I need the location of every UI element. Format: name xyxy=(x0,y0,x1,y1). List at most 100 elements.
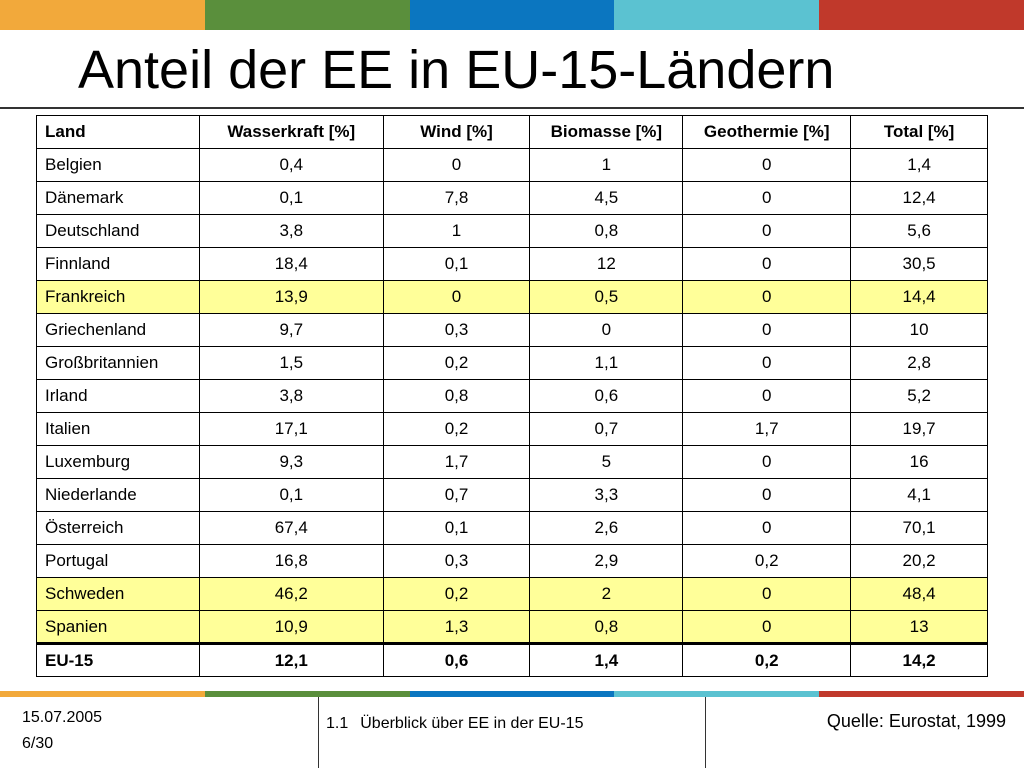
table-row: Griechenland 9,7 0,3 0 0 10 xyxy=(36,313,988,347)
color-bar-segment xyxy=(204,691,410,697)
cell-land: Portugal xyxy=(36,544,200,578)
cell-biomasse: 2 xyxy=(529,577,684,611)
cell-land: Schweden xyxy=(36,577,200,611)
column-header: Geothermie [%] xyxy=(682,115,852,149)
footer-section: 1.1 Überblick über EE in der EU-15 xyxy=(326,715,583,733)
color-bar-segment xyxy=(204,0,410,30)
cell-wasserkraft: 16,8 xyxy=(198,544,384,578)
cell-total: 5,2 xyxy=(850,379,988,413)
cell-geothermie: 0 xyxy=(682,214,852,248)
cell-land: Luxemburg xyxy=(36,445,200,479)
cell-wind: 0 xyxy=(382,148,531,182)
cell-total: 5,6 xyxy=(850,214,988,248)
cell-biomasse: 0 xyxy=(529,313,684,347)
footer-divider xyxy=(318,697,319,768)
cell-wasserkraft: 3,8 xyxy=(198,379,384,413)
footer-date: 15.07.2005 xyxy=(22,709,103,726)
cell-wind: 7,8 xyxy=(382,181,531,215)
cell-geothermie: 0 xyxy=(682,313,852,347)
cell-land: Österreich xyxy=(36,511,200,545)
cell-biomasse: 0,7 xyxy=(529,412,684,446)
cell-wind: 0,6 xyxy=(382,642,531,677)
table-row: Dänemark 0,1 7,8 4,5 0 12,4 xyxy=(36,181,988,215)
table-row: Frankreich 13,9 0 0,5 0 14,4 xyxy=(36,280,988,314)
cell-biomasse: 2,6 xyxy=(529,511,684,545)
cell-geothermie: 0 xyxy=(682,280,852,314)
cell-biomasse: 1,1 xyxy=(529,346,684,380)
color-bar-segment xyxy=(0,691,205,697)
cell-wasserkraft: 1,5 xyxy=(198,346,384,380)
cell-biomasse: 0,8 xyxy=(529,214,684,248)
cell-wasserkraft: 3,8 xyxy=(198,214,384,248)
footer-section-title: Überblick über EE in der EU-15 xyxy=(360,715,584,732)
cell-wind: 0,3 xyxy=(382,313,531,347)
table-row: Großbritannien 1,5 0,2 1,1 0 2,8 xyxy=(36,346,988,380)
cell-biomasse: 3,3 xyxy=(529,478,684,512)
cell-land: Großbritannien xyxy=(36,346,200,380)
table-row: Finnland 18,4 0,1 12 0 30,5 xyxy=(36,247,988,281)
cell-total: 12,4 xyxy=(850,181,988,215)
cell-wind: 0,3 xyxy=(382,544,531,578)
cell-land: Finnland xyxy=(36,247,200,281)
cell-wind: 0,2 xyxy=(382,577,531,611)
footer-page-number: 6/30 xyxy=(22,735,54,752)
cell-wasserkraft: 0,4 xyxy=(198,148,384,182)
color-bar-segment xyxy=(614,0,820,30)
column-header: Biomasse [%] xyxy=(529,115,684,149)
cell-biomasse: 1,4 xyxy=(529,642,684,677)
table-row: Belgien 0,4 0 1 0 1,4 xyxy=(36,148,988,182)
column-header: Total [%] xyxy=(850,115,988,149)
cell-wasserkraft: 9,7 xyxy=(198,313,384,347)
cell-wasserkraft: 10,9 xyxy=(198,610,384,644)
cell-geothermie: 0 xyxy=(682,610,852,644)
slide-footer: 15.07.2005 6/30 1.1 Überblick über EE in … xyxy=(0,697,1024,768)
cell-biomasse: 5 xyxy=(529,445,684,479)
cell-total: 1,4 xyxy=(850,148,988,182)
cell-geothermie: 0 xyxy=(682,577,852,611)
footer-source: Quelle: Eurostat, 1999 xyxy=(826,711,1006,731)
color-bar-segment xyxy=(614,691,820,697)
table-row: Irland 3,8 0,8 0,6 0 5,2 xyxy=(36,379,988,413)
cell-geothermie: 0,2 xyxy=(682,642,852,677)
cell-total: 2,8 xyxy=(850,346,988,380)
table-row: Niederlande 0,1 0,7 3,3 0 4,1 xyxy=(36,478,988,512)
cell-land: Spanien xyxy=(36,610,200,644)
cell-wasserkraft: 18,4 xyxy=(198,247,384,281)
cell-geothermie: 0 xyxy=(682,379,852,413)
column-header: Wind [%] xyxy=(382,115,531,149)
cell-wasserkraft: 46,2 xyxy=(198,577,384,611)
cell-wasserkraft: 0,1 xyxy=(198,181,384,215)
cell-wind: 0,7 xyxy=(382,478,531,512)
cell-geothermie: 0 xyxy=(682,181,852,215)
cell-geothermie: 1,7 xyxy=(682,412,852,446)
cell-total: 14,4 xyxy=(850,280,988,314)
table-row: Portugal 16,8 0,3 2,9 0,2 20,2 xyxy=(36,544,988,578)
cell-total: 19,7 xyxy=(850,412,988,446)
bottom-color-bar xyxy=(0,691,1024,697)
table-row: Spanien 10,9 1,3 0,8 0 13 xyxy=(36,610,988,644)
color-bar-segment xyxy=(409,691,615,697)
cell-total: 20,2 xyxy=(850,544,988,578)
cell-total: 4,1 xyxy=(850,478,988,512)
cell-wind: 0,2 xyxy=(382,346,531,380)
table-total-row: EU-15 12,1 0,6 1,4 0,2 14,2 xyxy=(36,642,988,677)
renewables-table: Land Wasserkraft [%] Wind [%] Biomasse [… xyxy=(36,115,988,677)
table-row: Schweden 46,2 0,2 2 0 48,4 xyxy=(36,577,988,611)
table-row: Italien 17,1 0,2 0,7 1,7 19,7 xyxy=(36,412,988,446)
cell-geothermie: 0 xyxy=(682,346,852,380)
cell-biomasse: 0,8 xyxy=(529,610,684,644)
slide-title: Anteil der EE in EU-15-Ländern xyxy=(78,40,835,100)
cell-wind: 1,3 xyxy=(382,610,531,644)
cell-wasserkraft: 17,1 xyxy=(198,412,384,446)
cell-geothermie: 0 xyxy=(682,511,852,545)
top-color-bar xyxy=(0,0,1024,30)
cell-land: Griechenland xyxy=(36,313,200,347)
cell-wasserkraft: 13,9 xyxy=(198,280,384,314)
cell-biomasse: 0,5 xyxy=(529,280,684,314)
cell-total: 30,5 xyxy=(850,247,988,281)
cell-wasserkraft: 0,1 xyxy=(198,478,384,512)
cell-total: 10 xyxy=(850,313,988,347)
cell-wind: 0 xyxy=(382,280,531,314)
cell-biomasse: 4,5 xyxy=(529,181,684,215)
cell-biomasse: 0,6 xyxy=(529,379,684,413)
